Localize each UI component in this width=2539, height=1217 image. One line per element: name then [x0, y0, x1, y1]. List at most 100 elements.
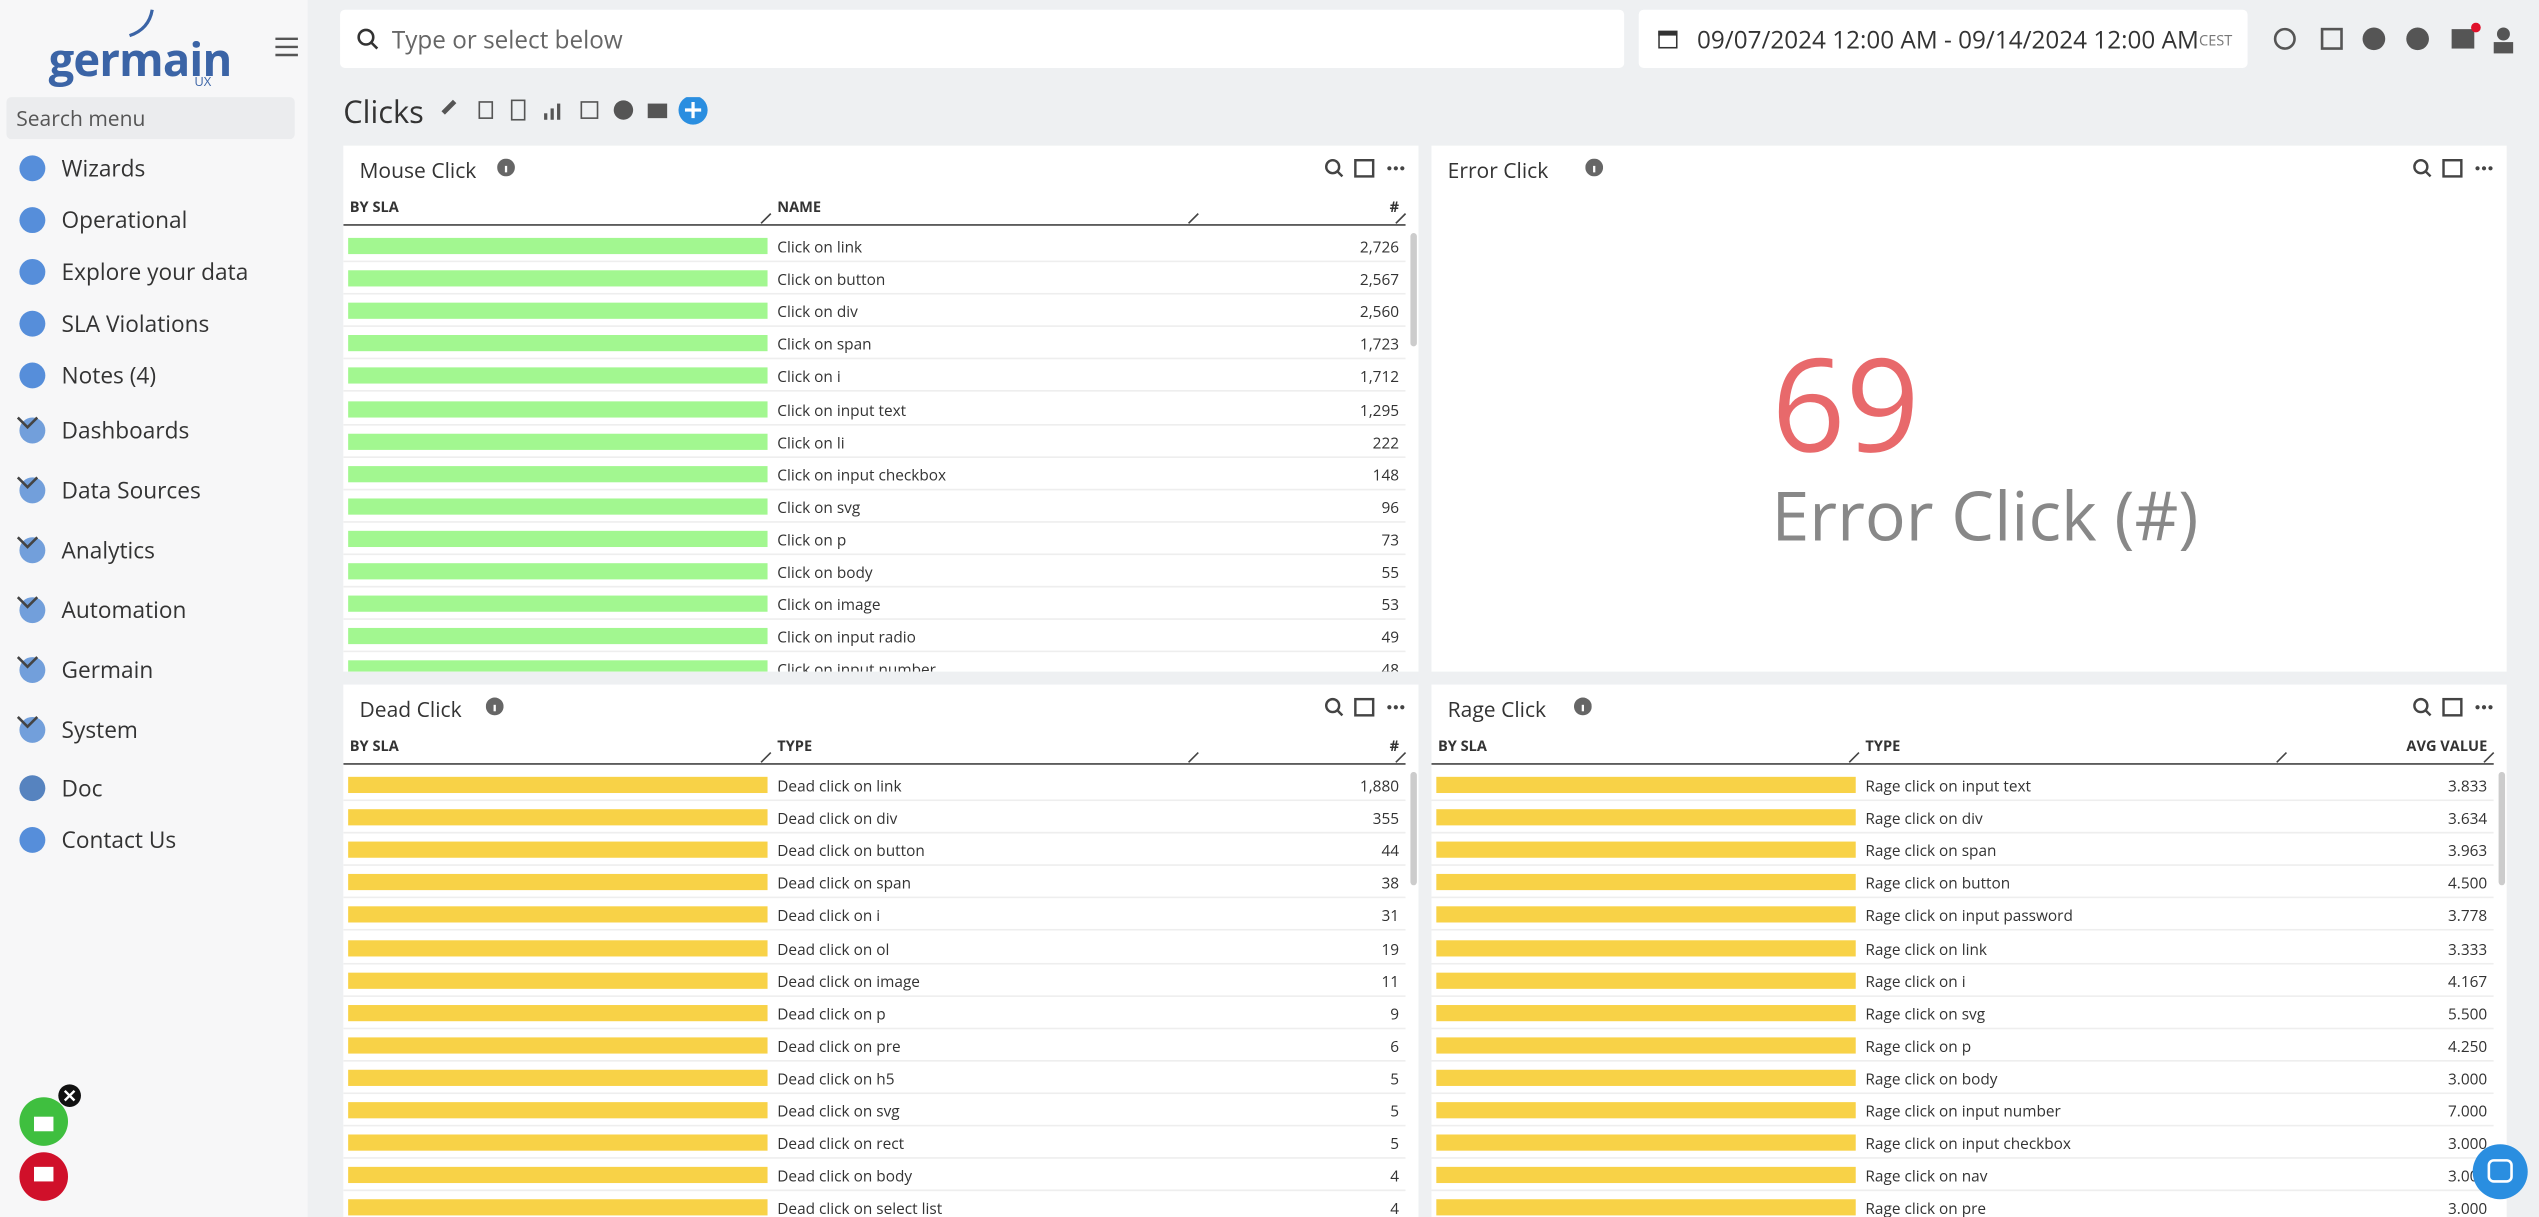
table-row[interactable]: Rage click on div 3.634	[1431, 801, 2494, 834]
sidebar: germain UX Search menu Wizards Operationa…	[0, 0, 308, 1217]
sla-bar	[1436, 809, 1856, 826]
table-row[interactable]: Rage click on body 3.000	[1431, 1061, 2494, 1095]
table-row[interactable]: Dead click on button 44	[343, 834, 1406, 867]
table-row[interactable]: Rage click on i 4.167	[1431, 964, 2494, 997]
table-row[interactable]: Rage click on input password 3.778	[1431, 899, 2494, 932]
date-picker[interactable]: 09/07/2024 12:00 AM - 09/14/2024 12:00 A…	[1638, 9, 2248, 68]
menu-label: Automation	[61, 595, 187, 627]
chevron	[16, 656, 39, 669]
sla-bar	[348, 972, 768, 989]
sla-bar	[1436, 1199, 1856, 1216]
table-row[interactable]: Rage click on input checkbox 3.000	[1431, 1127, 2494, 1160]
table-row[interactable]: Dead click on p 9	[343, 996, 1406, 1029]
column-header[interactable]: NAME	[777, 195, 822, 217]
table-row[interactable]: Dead click on select list 4	[343, 1192, 1405, 1217]
table-row[interactable]: Click on svg 96	[343, 490, 1406, 523]
table-row[interactable]: Rage click on pre 3.000	[1431, 1192, 2493, 1217]
row-name: Click on image	[777, 594, 881, 616]
menu-item[interactable]: Wizards	[13, 146, 304, 191]
table-row[interactable]: Rage click on input text 3.833	[1431, 769, 2494, 802]
table-row[interactable]: Rage click on button 4.500	[1431, 866, 2494, 899]
row-value: 3.000	[2448, 1067, 2488, 1090]
menu-item[interactable]: Germain	[13, 647, 304, 692]
column-header[interactable]: TYPE	[1865, 734, 1901, 756]
table-row[interactable]: Click on li 222	[343, 425, 1406, 458]
menu-item[interactable]: Operational	[13, 197, 304, 242]
menu-item[interactable]: SLA Violations	[13, 301, 304, 346]
row-name: Dead click on image	[777, 970, 920, 992]
table-row[interactable]: Click on div 2,560	[343, 295, 1406, 328]
row-value: 2,567	[1359, 268, 1400, 290]
table-row[interactable]: Click on image 53	[343, 588, 1406, 621]
menu-label: Doc	[61, 773, 103, 805]
menu-item[interactable]: Data Sources	[13, 468, 304, 513]
column-header[interactable]: #	[1389, 195, 1400, 217]
row-value: 1,295	[1359, 398, 1400, 420]
menu-item[interactable]: Automation	[13, 587, 304, 632]
table-row[interactable]: Rage click on link 3.333	[1431, 931, 2494, 964]
row-value: 3.833	[2448, 775, 2488, 797]
title-actions[interactable]	[440, 97, 715, 126]
column-header[interactable]: #	[1389, 734, 1400, 756]
row-name: Rage click on i	[1865, 970, 1966, 992]
table-row[interactable]: Click on input number 48	[343, 653, 1405, 672]
table-row[interactable]: Dead click on svg 5	[343, 1094, 1406, 1127]
row-name: Rage click on input password	[1865, 905, 2073, 927]
table-row[interactable]: Dead click on rect 5	[343, 1127, 1406, 1160]
table-row[interactable]: Click on link 2,726	[343, 230, 1406, 263]
table-row[interactable]: Click on input text 1,295	[343, 392, 1406, 425]
search-bar[interactable]: Type or select below	[340, 9, 1625, 68]
table-row[interactable]: Dead click on ol 19	[343, 931, 1406, 964]
table-row[interactable]: Rage click on p 4.250	[1431, 1029, 2494, 1062]
table-row[interactable]: Click on span 1,723	[343, 327, 1406, 360]
sla-bar	[1436, 1069, 1856, 1086]
table-row[interactable]: Dead click on span 38	[343, 866, 1406, 899]
timezone: CEST	[2199, 29, 2233, 51]
table-row[interactable]: Rage click on nav 3.000	[1431, 1159, 2494, 1192]
table-row[interactable]: Dead click on i 31	[343, 899, 1406, 932]
table-body: Click on link 2,726 Click on button 2,567 Cl…	[343, 230, 1406, 672]
row-name: Dead click on rect	[777, 1133, 905, 1155]
date-range: 09/07/2024 12:00 AM - 09/14/2024 12:00 A…	[1697, 24, 2199, 57]
chat-button[interactable]	[2471, 1143, 2529, 1201]
column-header[interactable]: BY SLA	[349, 195, 399, 217]
table-row[interactable]: Click on input checkbox 148	[343, 458, 1406, 491]
table-row[interactable]: Click on p 73	[343, 523, 1406, 556]
row-value: 2,726	[1359, 236, 1400, 258]
toolbar-icons[interactable]	[2270, 22, 2523, 55]
feedback-buttons[interactable]	[16, 1081, 87, 1210]
row-name: Click on p	[777, 529, 847, 551]
column-header[interactable]: TYPE	[777, 734, 813, 756]
table-row[interactable]: Rage click on input number 7.000	[1431, 1094, 2494, 1127]
table-row[interactable]: Click on button 2,567	[343, 262, 1406, 295]
table-row[interactable]: Dead click on h5 5	[343, 1061, 1406, 1095]
table-row[interactable]: Dead click on pre 6	[343, 1029, 1406, 1062]
menu-item[interactable]: Doc	[13, 766, 304, 811]
menu-item[interactable]: Explore your data	[13, 249, 304, 294]
menu-item[interactable]: Contact Us	[13, 817, 304, 862]
table-row[interactable]: Dead click on image 11	[343, 964, 1406, 997]
table-row[interactable]: Dead click on div 355	[343, 801, 1406, 834]
column-header[interactable]: BY SLA	[349, 734, 399, 756]
row-value: 53	[1381, 594, 1400, 616]
menu-icon	[19, 155, 46, 182]
table-row[interactable]: Dead click on body 4	[343, 1159, 1406, 1192]
table-row[interactable]: Click on input radio 49	[343, 620, 1406, 653]
sla-bar	[348, 465, 768, 482]
table-row[interactable]: Click on i 1,712	[343, 360, 1406, 393]
menu-search[interactable]: Search menu	[6, 97, 295, 140]
table-row[interactable]: Rage click on span 3.963	[1431, 834, 2494, 867]
column-header[interactable]: AVG VALUE	[2406, 734, 2488, 756]
hamburger[interactable]	[275, 37, 298, 57]
row-value: 11	[1381, 970, 1400, 992]
sla-bar	[348, 270, 768, 287]
column-header[interactable]: BY SLA	[1437, 734, 1487, 756]
row-name: Click on input radio	[777, 626, 916, 648]
menu-item[interactable]: Analytics	[13, 528, 304, 573]
menu-item[interactable]: System	[13, 707, 304, 752]
table-row[interactable]: Rage click on svg 5.500	[1431, 996, 2494, 1029]
table-row[interactable]: Dead click on link 1,880	[343, 769, 1406, 802]
menu-item[interactable]: Notes (4)	[13, 353, 304, 398]
table-row[interactable]: Click on body 55	[343, 555, 1406, 588]
menu-item[interactable]: Dashboards	[13, 408, 304, 453]
